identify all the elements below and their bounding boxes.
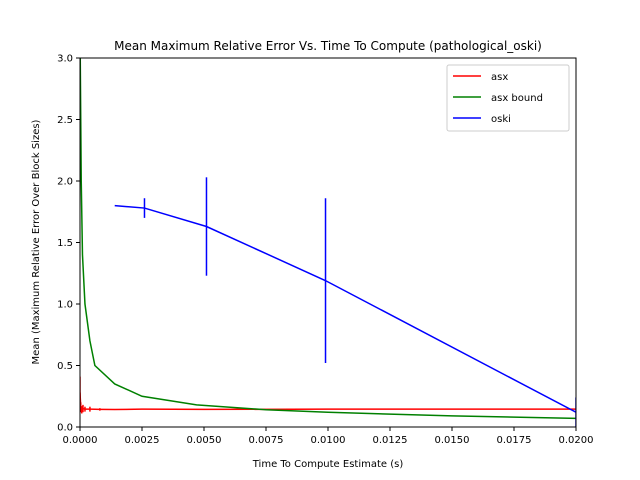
y-axis-label: Mean (Maximum Relative Error Over Block …	[31, 119, 42, 364]
legend: asx asx bound oski	[446, 64, 570, 132]
x-axis-label: Time To Compute Estimate (s)	[252, 459, 404, 470]
y-tick-label: 0.0	[57, 423, 73, 434]
x-tick-label: 0.0075	[249, 435, 284, 446]
y-tick-label: 1.5	[57, 238, 73, 249]
x-tick-label: 0.0050	[187, 435, 222, 446]
x-tick-label: 0.0150	[435, 435, 470, 446]
series-group	[80, 58, 576, 427]
legend-label-asx: asx	[491, 72, 508, 83]
x-tick-label: 0.0025	[125, 435, 160, 446]
legend-label-oski: oski	[491, 114, 511, 125]
y-tick-label: 2.0	[57, 177, 73, 188]
x-tick-label: 0.0125	[373, 435, 408, 446]
chart-title: Mean Maximum Relative Error Vs. Time To …	[114, 39, 542, 53]
x-tick-label: 0.0100	[311, 435, 346, 446]
x-tick-label: 0.0200	[559, 435, 594, 446]
legend-box	[446, 64, 570, 132]
y-tick-label: 3.0	[57, 54, 73, 65]
legend-label-asx-bound: asx bound	[491, 93, 543, 104]
x-tick-label: 0.0175	[497, 435, 532, 446]
x-tick-label: 0.0000	[63, 435, 98, 446]
y-tick-label: 0.5	[57, 361, 73, 372]
axes: 0.0000 0.0025 0.0050 0.0075 0.0100 0.0125 0.01…	[57, 54, 593, 447]
series-line-asx-bound	[80, 58, 576, 420]
plot-area	[80, 58, 576, 427]
y-tick-label: 2.5	[57, 115, 73, 126]
y-tick-label: 1.0	[57, 300, 73, 311]
